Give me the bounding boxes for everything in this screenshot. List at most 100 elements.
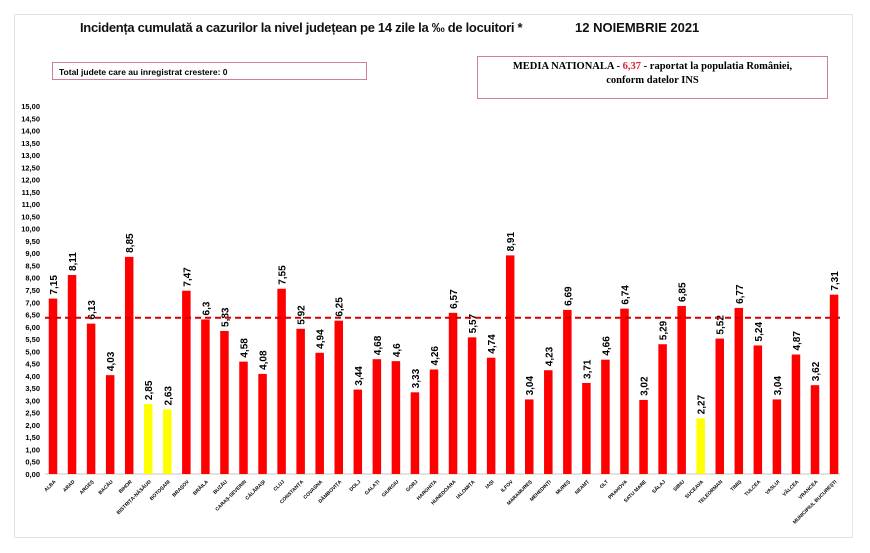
data-label: 3,02 <box>640 376 651 396</box>
x-tick-label: SIBIU <box>672 479 686 493</box>
data-label: 5,57 <box>468 313 479 333</box>
bar <box>601 359 610 474</box>
bar <box>505 255 515 474</box>
chart-date: 12 NOIEMBRIE 2021 <box>575 20 700 35</box>
bar <box>677 305 686 474</box>
data-label: 3,04 <box>525 376 536 396</box>
y-tick-label: 8,00 <box>25 274 40 283</box>
data-label: 4,23 <box>544 346 555 366</box>
data-label: 6,74 <box>621 285 632 305</box>
y-tick-label: 14,00 <box>21 127 40 136</box>
average-value: 6,37 <box>622 61 642 72</box>
data-label: 6,69 <box>563 286 574 306</box>
x-tick-label: MEHEDINȚI <box>529 479 553 503</box>
data-label: 3,62 <box>811 361 822 381</box>
bar <box>163 409 172 474</box>
y-tick-label: 1,50 <box>25 433 40 442</box>
bar <box>467 337 477 474</box>
data-label: 6,3 <box>201 301 212 315</box>
bar <box>372 359 382 474</box>
y-tick-label: 5,00 <box>25 347 40 356</box>
bar <box>258 373 267 474</box>
x-tick-label: VÂLCEA <box>781 478 801 498</box>
data-label: 7,15 <box>49 275 60 295</box>
y-tick-label: 7,50 <box>25 286 40 295</box>
bar <box>525 399 534 474</box>
x-tick-label: GALAȚI <box>364 479 382 497</box>
y-tick-label: 0,50 <box>25 458 40 467</box>
y-tick-label: 2,50 <box>25 409 40 418</box>
x-tick-label: DOLJ <box>349 479 363 493</box>
data-label: 7,47 <box>182 267 193 287</box>
y-tick-label: 2,00 <box>25 421 40 430</box>
bar <box>48 298 58 474</box>
y-tick-label: 1,00 <box>25 445 40 454</box>
x-tick-label: CĂLĂRAȘI <box>244 478 268 502</box>
x-tick-label: ILFOV <box>500 479 515 494</box>
bar <box>829 294 839 474</box>
y-tick-label: 11,00 <box>22 200 40 209</box>
y-tick-label: 14,50 <box>21 114 40 123</box>
bar <box>715 338 724 474</box>
chart-title: Incidența cumulată a cazurilor la nivel … <box>80 20 523 35</box>
y-tick-label: 9,00 <box>25 249 40 258</box>
national-average-box: MEDIA NATIONALA - 6,37 - raportat la pop… <box>477 56 828 99</box>
x-tick-label: IALOMIȚA <box>455 479 477 501</box>
bar <box>410 392 420 474</box>
data-label: 6,85 <box>678 282 689 302</box>
bar <box>639 399 648 474</box>
bar <box>220 330 229 474</box>
y-tick-label: 4,00 <box>25 372 40 381</box>
data-label: 5,52 <box>716 315 727 335</box>
data-label: 2,63 <box>163 386 174 406</box>
y-tick-label: 3,50 <box>25 384 40 393</box>
x-tick-label: IAȘI <box>484 479 496 491</box>
bar <box>810 385 820 474</box>
y-tick-label: 9,50 <box>25 237 40 246</box>
bar <box>544 370 553 474</box>
data-label: 4,74 <box>487 334 498 354</box>
data-label: 4,58 <box>240 338 251 358</box>
x-tick-label: TULCEA <box>744 479 763 498</box>
increase-note-box: Total judete care au inregistrat crester… <box>52 62 367 80</box>
y-tick-label: 12,00 <box>21 176 40 185</box>
data-label: 4,26 <box>430 346 441 366</box>
data-label: 6,57 <box>449 289 460 309</box>
data-label: 5,24 <box>754 322 765 342</box>
y-tick-label: 0,00 <box>25 470 40 479</box>
bar <box>620 308 629 474</box>
x-tick-label: BUZĂU <box>212 478 230 496</box>
y-tick-label: 13,50 <box>21 139 40 148</box>
bar <box>753 345 763 474</box>
x-tick-label: VASLUI <box>764 479 781 496</box>
bar <box>563 309 572 474</box>
data-label: 6,77 <box>735 284 746 304</box>
average-source: conform datelor INS <box>606 75 699 86</box>
x-tick-label: CLUJ <box>273 479 287 493</box>
y-tick-label: 3,00 <box>25 396 40 405</box>
x-tick-label: BRĂILA <box>192 478 211 497</box>
bar <box>448 312 458 474</box>
bar <box>182 290 191 474</box>
data-label: 4,66 <box>601 336 612 356</box>
y-tick-label: 12,50 <box>21 163 40 172</box>
x-tick-label: SĂLAJ <box>650 478 667 495</box>
x-tick-label: BRAȘOV <box>171 479 191 499</box>
y-tick-label: 7,00 <box>25 298 40 307</box>
bar <box>201 319 210 474</box>
bar <box>296 328 305 474</box>
y-tick-label: 6,50 <box>25 311 40 320</box>
data-label: 2,85 <box>144 380 155 400</box>
data-label: 8,11 <box>68 252 79 271</box>
data-label: 3,71 <box>582 359 593 379</box>
chart-frame <box>14 14 853 538</box>
data-label: 3,04 <box>773 376 784 396</box>
average-prefix: MEDIA NATIONALA - <box>512 61 623 72</box>
x-tick-label: BACĂU <box>97 478 115 496</box>
bar <box>734 307 744 474</box>
data-label: 6,25 <box>335 297 346 317</box>
data-label: 4,6 <box>392 343 403 357</box>
y-tick-label: 15,00 <box>21 102 40 111</box>
data-label: 4,03 <box>106 351 117 371</box>
